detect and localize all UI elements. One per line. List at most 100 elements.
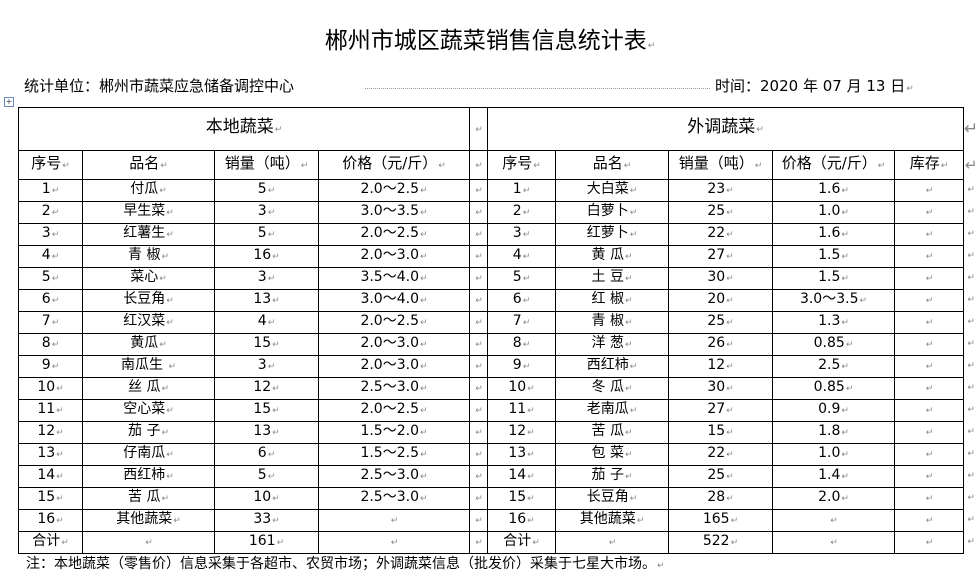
external-sales-cell: 26 <box>668 333 773 356</box>
row-end-mark: ↵ <box>963 289 979 312</box>
local-seq-cell: 7 <box>18 311 83 334</box>
spacer-cell <box>469 399 488 422</box>
external-name-cell: 其他蔬菜 <box>555 509 669 532</box>
spacer-cell <box>469 179 488 202</box>
external-name-cell: 土 豆 <box>555 267 669 290</box>
external-seq-cell: 2 <box>487 201 556 224</box>
external-sales-cell: 25 <box>668 311 773 334</box>
local-sales-cell: 161 <box>214 531 319 554</box>
local-name-cell: 黄瓜 <box>82 333 215 356</box>
external-seq-cell: 15 <box>487 487 556 510</box>
external-stock-cell <box>894 377 964 400</box>
external-name-cell: 长豆角 <box>555 487 669 510</box>
external-seq-cell: 9 <box>487 355 556 378</box>
external-sales-cell: 22 <box>668 223 773 246</box>
table-row: 12茄 子131.5～2.012苦 瓜151.8↵ <box>18 421 979 444</box>
external-name-cell: 苦 瓜 <box>555 421 669 444</box>
external-price-cell <box>772 531 895 554</box>
table-row: 2早生菜33.0～3.52白萝卜251.0↵ <box>18 201 979 224</box>
local-sales-cell: 3 <box>214 267 319 290</box>
local-seq-cell: 4 <box>18 245 83 268</box>
local-price-cell: 2.0～2.5 <box>318 223 470 246</box>
local-price-cell: 2.5～3.0 <box>318 487 470 510</box>
spacer-cell <box>469 333 488 356</box>
external-stock-cell <box>894 399 964 422</box>
local-section-title: 本地蔬菜 <box>18 107 470 151</box>
external-sales-cell: 22 <box>668 443 773 466</box>
table-row: 4青 椒162.0～3.04黄 瓜271.5↵ <box>18 245 979 268</box>
table-move-handle-icon[interactable]: + <box>4 97 14 107</box>
row-end-mark: ↵ <box>963 443 979 466</box>
local-seq-cell: 6 <box>18 289 83 312</box>
local-name-cell: 品名 <box>82 150 215 180</box>
row-end-mark: ↵ <box>963 377 979 400</box>
spacer-cell <box>469 150 488 180</box>
row-end-mark: ↵ <box>963 465 979 488</box>
external-name-cell: 品名 <box>555 150 669 180</box>
external-sales-cell: 30 <box>668 267 773 290</box>
row-end-mark: ↵ <box>963 267 979 290</box>
table-container: 本地蔬菜 外调蔬菜 ↵ 序号品名销量（吨）价格（元/斤）序号品名销量（吨）价格（… <box>18 107 980 573</box>
external-sales-cell: 12 <box>668 355 773 378</box>
external-stock-cell <box>894 333 964 356</box>
local-price-cell: 3.0～4.0 <box>318 289 470 312</box>
external-sales-cell: 28 <box>668 487 773 510</box>
local-name-cell: 早生菜 <box>82 201 215 224</box>
external-price-cell: 1.3 <box>772 311 895 334</box>
external-seq-cell: 8 <box>487 333 556 356</box>
local-price-cell: 2.0～3.0 <box>318 245 470 268</box>
external-stock-cell <box>894 223 964 246</box>
local-seq-cell: 合计 <box>18 531 83 554</box>
table-row: 6长豆角133.0～4.06红 椒203.0～3.5↵ <box>18 289 979 312</box>
local-sales-cell: 15 <box>214 333 319 356</box>
external-seq-cell: 11 <box>487 399 556 422</box>
table-row: 13仔南瓜61.5～2.513包 菜221.0↵ <box>18 443 979 466</box>
external-seq-cell: 1 <box>487 179 556 202</box>
table-row: 16其他蔬菜3316其他蔬菜165↵ <box>18 509 979 532</box>
external-stock-cell: 库存 <box>894 150 964 180</box>
local-sales-cell: 5 <box>214 179 319 202</box>
local-name-cell: 空心菜 <box>82 399 215 422</box>
row-end-mark: ↵ <box>963 107 979 151</box>
external-price-cell: 1.5 <box>772 245 895 268</box>
local-sales-cell: 33 <box>214 509 319 532</box>
spacer-cell <box>469 421 488 444</box>
external-name-cell: 洋 葱 <box>555 333 669 356</box>
external-price-cell: 1.6 <box>772 223 895 246</box>
spacer-cell <box>469 465 488 488</box>
local-name-cell: 西红柿 <box>82 465 215 488</box>
total-row: 合计 161 合计 522 ↵ <box>18 531 979 554</box>
local-name-cell: 其他蔬菜 <box>82 509 215 532</box>
row-end-mark: ↵ <box>963 311 979 334</box>
external-name-cell: 茄 子 <box>555 465 669 488</box>
local-name-cell: 苦 瓜 <box>82 487 215 510</box>
external-seq-cell: 6 <box>487 289 556 312</box>
local-price-cell: 1.5～2.0 <box>318 421 470 444</box>
external-sales-cell: 165 <box>668 509 773 532</box>
external-stock-cell <box>894 531 964 554</box>
external-sales-cell: 25 <box>668 201 773 224</box>
local-price-cell: 价格（元/斤） <box>318 150 470 180</box>
table-row: 8黄瓜152.0～3.08洋 葱260.85↵ <box>18 333 979 356</box>
row-end-mark: ↵ <box>963 201 979 224</box>
spacer-cell <box>469 201 488 224</box>
external-seq-cell: 5 <box>487 267 556 290</box>
local-seq-cell: 序号 <box>18 150 83 180</box>
local-name-cell: 付瓜 <box>82 179 215 202</box>
row-end-mark: ↵ <box>963 179 979 202</box>
local-seq-cell: 3 <box>18 223 83 246</box>
local-sales-cell: 6 <box>214 443 319 466</box>
local-name-cell: 丝 瓜 <box>82 377 215 400</box>
external-price-cell: 0.9 <box>772 399 895 422</box>
row-end-mark: ↵ <box>963 509 979 532</box>
local-seq-cell: 15 <box>18 487 83 510</box>
local-seq-cell: 8 <box>18 333 83 356</box>
spacer-cell <box>469 289 488 312</box>
local-price-cell: 1.5～2.5 <box>318 443 470 466</box>
local-name-cell: 仔南瓜 <box>82 443 215 466</box>
external-name-cell: 西红柿 <box>555 355 669 378</box>
external-sales-cell: 25 <box>668 465 773 488</box>
external-price-cell: 价格（元/斤） <box>772 150 895 180</box>
local-price-cell: 2.0～3.0 <box>318 333 470 356</box>
external-price-cell: 1.5 <box>772 267 895 290</box>
